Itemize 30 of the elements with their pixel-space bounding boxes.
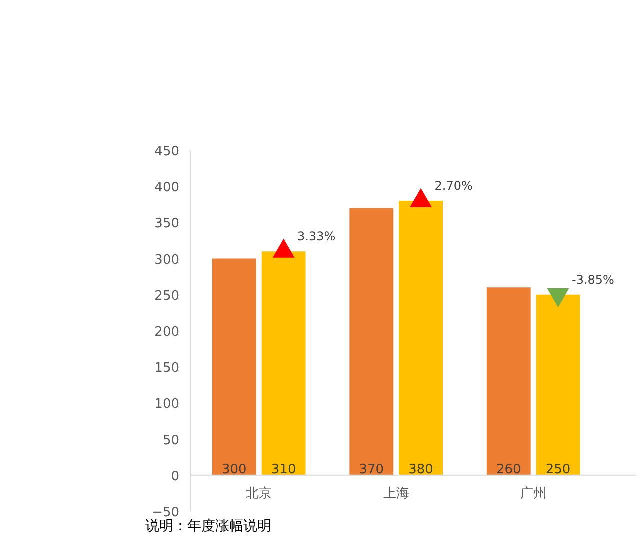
bar <box>536 294 580 476</box>
bar <box>399 201 444 476</box>
y-tick-label: 400 <box>154 180 180 196</box>
bar <box>262 252 306 476</box>
data-label: 310 <box>271 462 296 478</box>
data-label: 250 <box>546 462 571 478</box>
y-tick-label: 250 <box>154 288 180 304</box>
y-tick-label: 0 <box>171 469 180 484</box>
y-tick-label: 350 <box>154 216 180 232</box>
data-label: 300 <box>222 462 247 478</box>
text: 说明：年度涨幅说明 <box>146 518 272 534</box>
data-label: 370 <box>359 462 384 478</box>
annotation: -3.85% <box>572 272 614 287</box>
annotation: 3.33% <box>298 230 336 244</box>
y-tick-label: 50 <box>162 433 180 448</box>
y-tick-label: 100 <box>154 397 180 412</box>
y-tick-label: 150 <box>154 361 180 376</box>
bar <box>212 258 256 476</box>
y-tick-label: 450 <box>154 144 180 160</box>
annotation: 2.70% <box>434 179 473 194</box>
data-label: 380 <box>408 462 434 478</box>
x-tick-label: 北京 <box>246 486 272 502</box>
bar <box>486 288 531 476</box>
x-tick-label: 广州 <box>520 486 547 502</box>
bar <box>350 208 394 476</box>
y-tick-label: 300 <box>154 252 180 268</box>
y-tick-label: −50 <box>152 506 180 520</box>
y-tick-label: 200 <box>154 325 180 340</box>
data-label: 260 <box>496 462 522 478</box>
x-tick-label: 上海 <box>383 486 410 502</box>
